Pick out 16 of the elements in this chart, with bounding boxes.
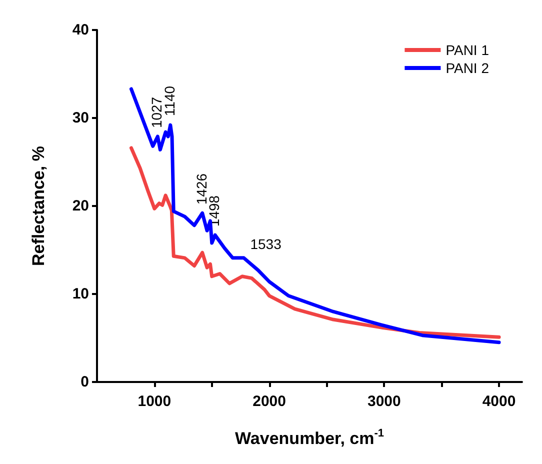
annotation: 1426: [193, 173, 210, 205]
line-series: [129, 146, 501, 339]
legend-label: PANI 2: [446, 60, 490, 76]
legend-label: PANI 1: [446, 42, 490, 58]
y-tick-label: 30: [72, 110, 89, 126]
annotation: 1533: [250, 236, 282, 252]
y-tick-label: 0: [80, 374, 89, 390]
y-tick-label: 40: [72, 22, 89, 38]
x-tick-label: 1000: [138, 393, 172, 410]
x-tick-label: 3000: [367, 393, 401, 410]
y-tick-label: 10: [72, 286, 89, 302]
x-tick-label: 2000: [252, 393, 286, 410]
y-tick-label: 20: [72, 198, 89, 214]
y-axis-title: Reflectance, %: [29, 146, 48, 266]
line-series: [129, 87, 501, 344]
x-tick-label: 4000: [482, 393, 516, 410]
